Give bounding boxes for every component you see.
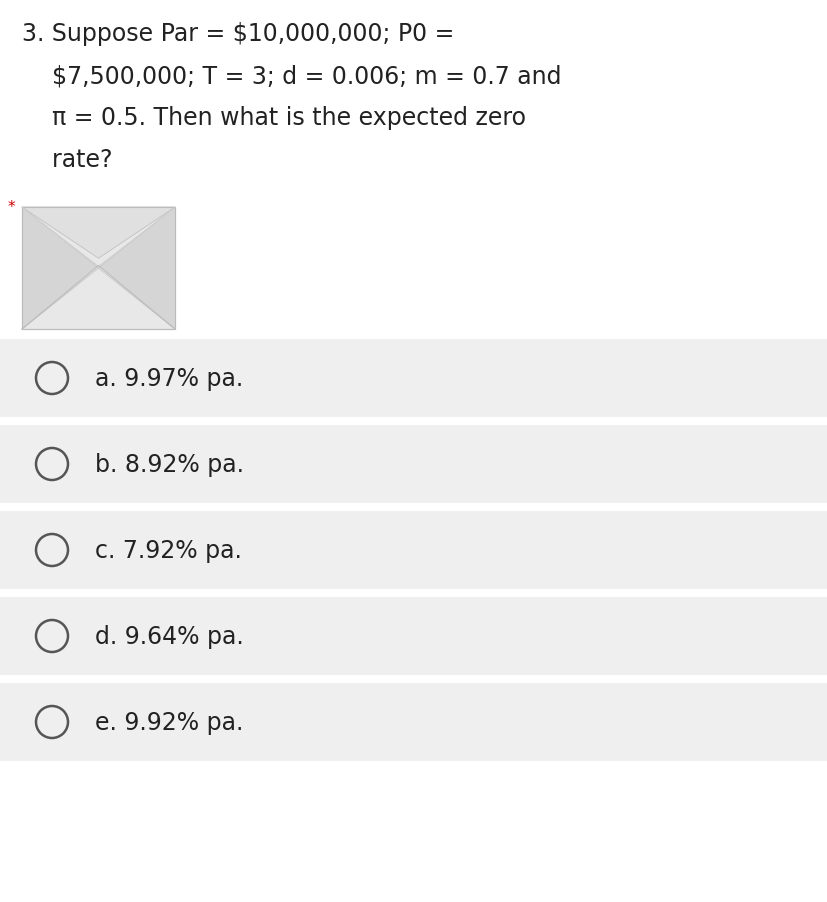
Text: c. 7.92% pa.: c. 7.92% pa. [95,538,241,562]
Text: d. 9.64% pa.: d. 9.64% pa. [95,624,243,649]
Text: a. 9.97% pa.: a. 9.97% pa. [95,366,243,391]
FancyBboxPatch shape [0,340,827,418]
Text: b. 8.92% pa.: b. 8.92% pa. [95,453,244,476]
Polygon shape [22,207,98,329]
Text: $7,500,000; T = 3; d = 0.006; m = 0.7 and: $7,500,000; T = 3; d = 0.006; m = 0.7 an… [22,64,561,87]
Text: rate?: rate? [22,148,112,171]
FancyBboxPatch shape [0,511,827,589]
Text: *: * [8,199,16,215]
FancyBboxPatch shape [0,683,827,761]
Text: e. 9.92% pa.: e. 9.92% pa. [95,710,243,734]
Text: 3. Suppose Par = $10,000,000; P0 =: 3. Suppose Par = $10,000,000; P0 = [22,22,454,46]
Polygon shape [22,207,174,259]
FancyBboxPatch shape [0,597,827,676]
Polygon shape [98,207,174,329]
Text: π = 0.5. Then what is the expected zero: π = 0.5. Then what is the expected zero [22,106,525,130]
Polygon shape [22,207,174,329]
FancyBboxPatch shape [0,426,827,503]
